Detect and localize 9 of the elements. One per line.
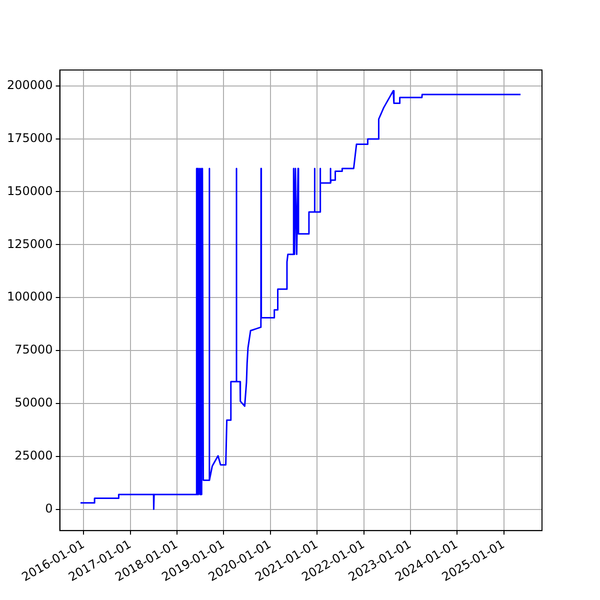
y-tick-label: 125000 — [6, 236, 53, 251]
y-tick-label: 75000 — [14, 342, 53, 357]
y-tick-label: 0 — [45, 501, 53, 516]
y-tick-label: 175000 — [6, 130, 53, 145]
y-tick-label: 50000 — [14, 396, 53, 410]
y-tick-label: 150000 — [6, 184, 53, 198]
y-tick-label: 25000 — [14, 448, 53, 462]
y-tick-label: 100000 — [6, 290, 53, 304]
y-tick-label: 200000 — [6, 78, 53, 92]
